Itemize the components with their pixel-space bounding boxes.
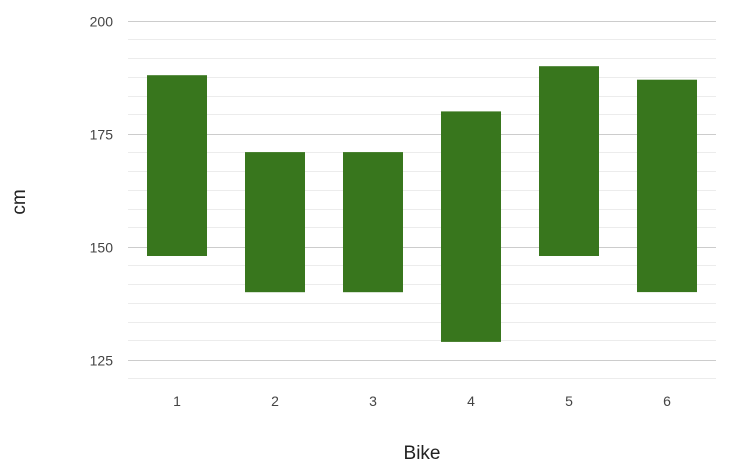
bars <box>147 66 697 342</box>
x-tick-label: 3 <box>369 393 377 409</box>
x-tick-label: 2 <box>271 393 279 409</box>
bar <box>637 79 697 293</box>
x-tick-label: 1 <box>173 393 181 409</box>
x-tick-label: 4 <box>467 393 475 409</box>
grid <box>128 21 716 379</box>
x-tick-label: 6 <box>663 393 671 409</box>
bar <box>245 152 305 293</box>
bar <box>539 66 599 256</box>
y-axis-title: cm <box>9 189 30 214</box>
y-tick-label: 200 <box>90 14 114 30</box>
y-tick-label: 125 <box>90 353 114 369</box>
x-axis-ticks: 1 2 3 4 5 6 <box>173 393 671 409</box>
bar <box>147 75 207 256</box>
x-axis-title: Bike <box>404 443 441 464</box>
bar <box>441 111 501 342</box>
bar <box>343 152 403 293</box>
y-tick-label: 175 <box>90 127 114 143</box>
y-axis-ticks: 125 150 175 200 <box>90 14 114 369</box>
y-tick-label: 150 <box>90 240 114 256</box>
x-tick-label: 5 <box>565 393 573 409</box>
